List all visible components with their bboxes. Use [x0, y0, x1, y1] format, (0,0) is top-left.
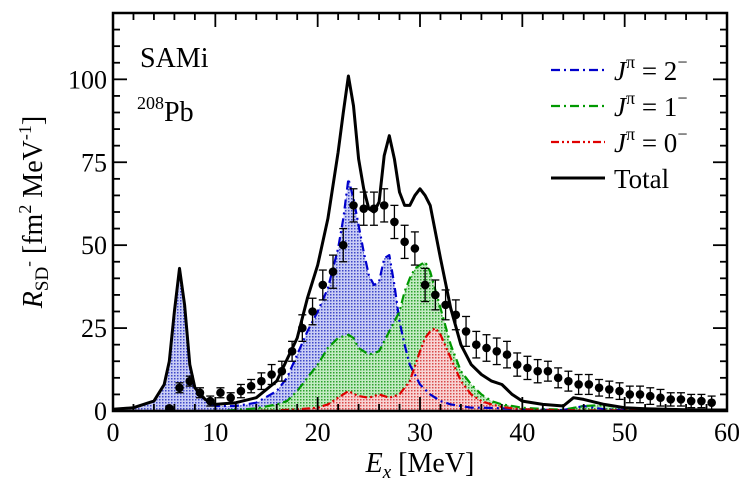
data-point — [298, 314, 307, 343]
data-point — [584, 373, 594, 396]
data-point — [553, 367, 563, 389]
data-point — [410, 231, 420, 266]
series-line-2 — [113, 327, 727, 411]
data-point — [267, 363, 276, 386]
legend-label: Jπ = 1− — [614, 88, 687, 122]
series-line-1 — [113, 260, 727, 411]
data-point — [185, 375, 195, 387]
x-tick-label: 0 — [107, 418, 120, 447]
data-point — [420, 267, 430, 303]
y-tick-label: 75 — [81, 148, 107, 177]
x-tick-label: 10 — [202, 418, 228, 447]
data-point — [359, 191, 369, 226]
data-point — [615, 382, 624, 401]
data-point — [502, 340, 512, 369]
data-point — [205, 395, 215, 407]
y-tick-label: 100 — [68, 65, 107, 94]
data-point — [338, 227, 348, 263]
data-point — [512, 352, 522, 377]
y-tick-label: 50 — [81, 231, 107, 260]
data-point — [451, 299, 461, 331]
x-tick-label: 60 — [714, 418, 740, 447]
data-point — [441, 289, 450, 321]
data-point — [236, 383, 246, 399]
data-point — [697, 393, 706, 409]
y-axis-label: RSD- [fm2 MeV-1] — [15, 116, 53, 309]
data-point — [195, 387, 205, 399]
area-2 — [113, 328, 727, 411]
data-point — [686, 393, 696, 409]
x-tick-label: 20 — [305, 418, 331, 447]
data-point — [656, 388, 665, 407]
data-point — [676, 392, 686, 407]
legend: Jπ = 2−Jπ = 1−Jπ = 0− Total — [551, 52, 687, 194]
nucleus-symbol: Pb — [164, 97, 194, 128]
data-point — [523, 355, 532, 381]
data-point — [645, 387, 655, 406]
data-point — [277, 360, 287, 382]
data-point — [226, 392, 235, 404]
nucleus-label: 208Pb — [137, 93, 194, 128]
area-0 — [113, 178, 727, 411]
data-point — [318, 269, 328, 301]
legend-label: Jπ = 2− — [614, 52, 687, 86]
data-point — [308, 297, 317, 326]
data-point — [482, 334, 491, 362]
axis-ticks — [112, 12, 728, 412]
data-point — [400, 224, 409, 260]
data-point — [390, 204, 399, 240]
y-tick-label: 0 — [94, 397, 107, 426]
data-point — [216, 387, 225, 399]
area-fills — [113, 178, 727, 411]
data-point — [707, 395, 716, 410]
area-1 — [113, 261, 727, 411]
data-point — [564, 370, 573, 392]
data-point — [349, 188, 358, 223]
x-tick-label: 50 — [612, 418, 638, 447]
data-point — [431, 279, 440, 311]
data-point — [625, 385, 635, 404]
data-point — [369, 191, 379, 226]
y-tick-label: 25 — [81, 314, 107, 343]
data-point — [594, 378, 604, 397]
x-tick-labels: 0 10 20 30 40 50 60 — [107, 418, 741, 447]
data-point — [287, 340, 297, 362]
legend-label: Jπ = 0− — [614, 124, 687, 158]
data-point — [635, 385, 645, 404]
legend-label: Total — [614, 164, 669, 194]
data-point — [328, 254, 338, 289]
data-point — [257, 372, 266, 391]
data-point — [543, 360, 553, 382]
data-point — [379, 188, 389, 223]
data-point — [461, 315, 471, 347]
data-point — [574, 373, 583, 396]
data-point — [175, 382, 184, 394]
data-point — [533, 358, 542, 384]
data-point — [605, 380, 614, 399]
data-point — [492, 337, 502, 366]
y-tick-labels: 0 25 50 75 100 — [68, 65, 107, 426]
data-point — [666, 392, 676, 407]
experimental-points — [164, 188, 716, 411]
x-tick-label: 30 — [407, 418, 433, 447]
data-point — [246, 378, 256, 394]
data-point — [471, 330, 481, 359]
x-axis-label: Ex [MeV] — [365, 448, 475, 483]
nucleus-mass: 208 — [137, 93, 164, 113]
x-tick-label: 40 — [509, 418, 535, 447]
model-label: SAMi — [140, 43, 209, 74]
